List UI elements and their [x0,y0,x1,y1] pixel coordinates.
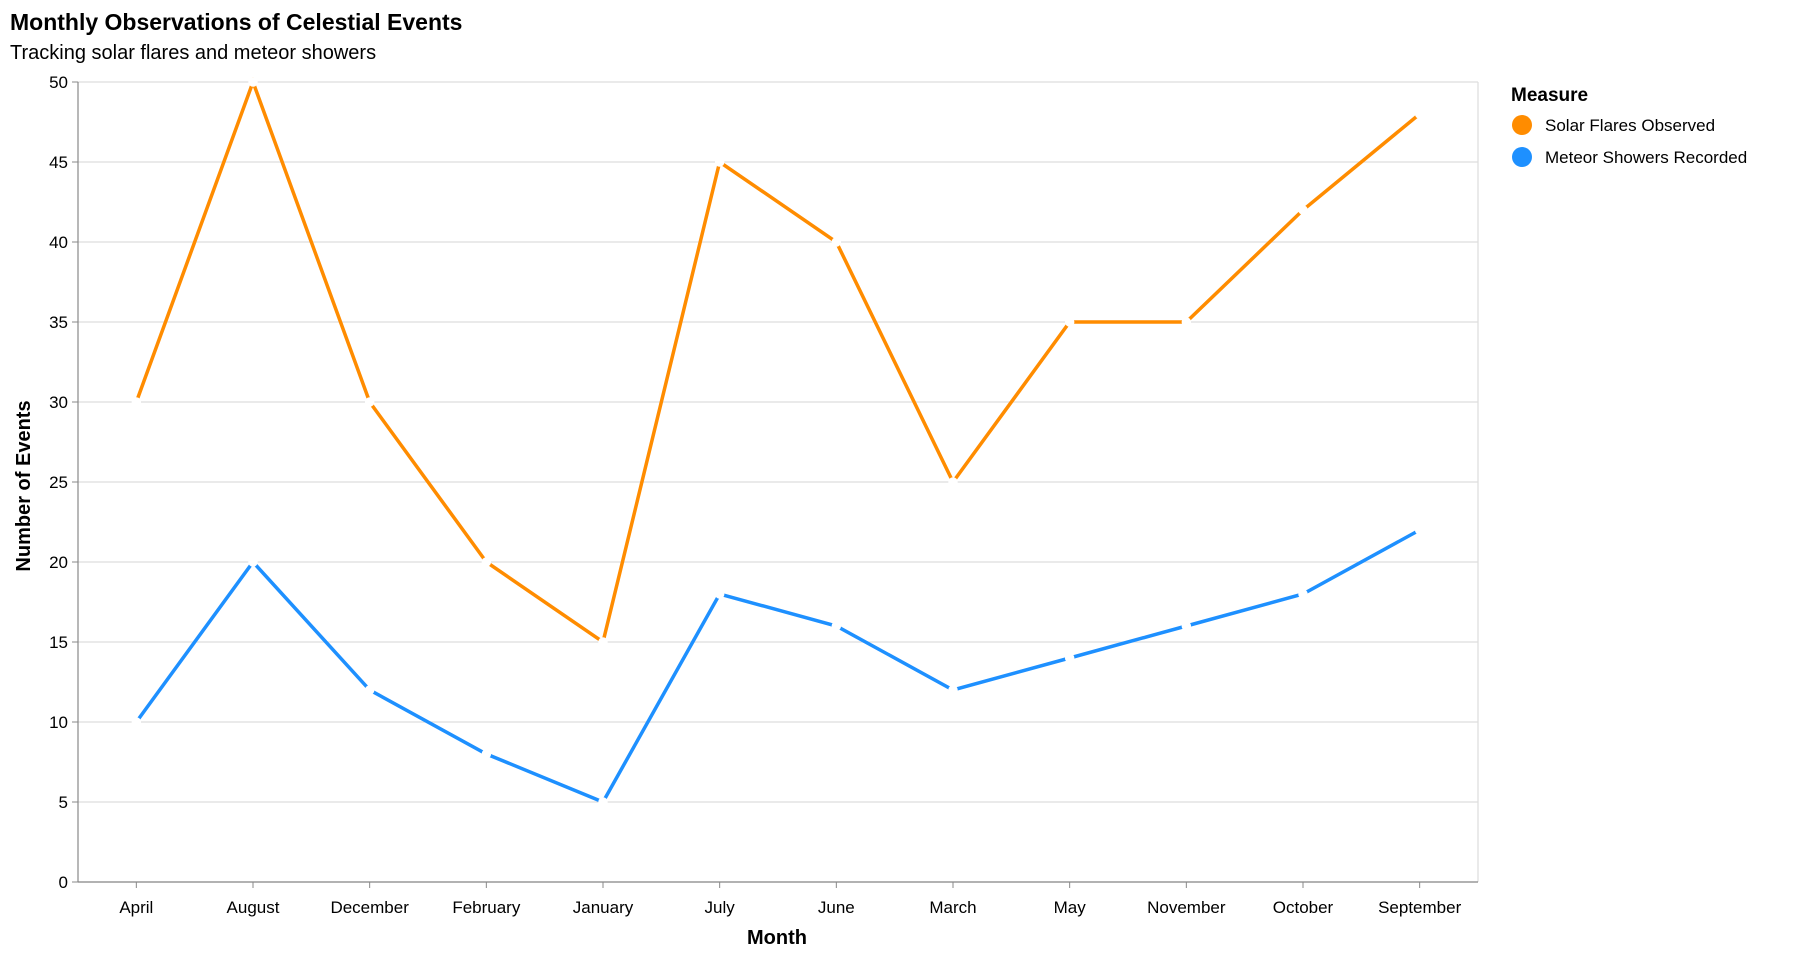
data-point-meteor-showers-recorded[interactable] [364,685,375,695]
data-point-meteor-showers-recorded[interactable] [831,621,842,631]
data-point-meteor-showers-recorded[interactable] [714,589,725,599]
x-tick-label: February [452,898,521,917]
y-tick-label: 0 [59,873,68,892]
data-point-meteor-showers-recorded[interactable] [248,557,258,567]
data-point-solar-flares-observed[interactable] [714,157,725,167]
data-point-solar-flares-observed[interactable] [1181,317,1192,327]
data-point-solar-flares-observed[interactable] [1414,109,1425,119]
y-tick-label: 30 [49,393,68,412]
series-line-solar-flares-observed [134,76,1421,645]
legend-label-meteor-showers-recorded: Meteor Showers Recorded [1545,148,1747,167]
y-tick-label: 50 [49,73,68,92]
data-point-meteor-showers-recorded[interactable] [598,797,608,807]
y-tick-label: 25 [49,473,68,492]
axes: 0 5 10 15 20 25 30 35 40 45 50 April August December F… [49,73,1478,917]
data-point-solar-flares-observed[interactable] [481,557,492,567]
legend-swatch-solar-flares-observed [1512,115,1532,135]
y-tick-label: 20 [49,553,68,572]
x-tick-label: January [573,898,634,917]
series-line-meteor-showers-recorded [134,528,1421,805]
legend-swatch-meteor-showers-recorded [1512,147,1532,167]
legend-label-solar-flares-observed: Solar Flares Observed [1545,116,1715,135]
data-point-meteor-showers-recorded[interactable] [1064,653,1075,663]
x-tick-label: April [119,898,153,917]
legend-title: Measure [1511,85,1588,106]
data-point-solar-flares-observed[interactable] [1064,317,1075,327]
y-tick-label: 45 [49,153,68,172]
data-point-solar-flares-observed[interactable] [248,77,258,87]
legend-items: Solar Flares Observed Meteor Showers Reco… [1512,115,1747,167]
y-tick-label: 10 [49,713,68,732]
x-tick-label: July [705,898,736,917]
gridlines [78,81,1479,883]
x-tick-label: September [1378,898,1461,917]
data-point-solar-flares-observed[interactable] [131,397,142,407]
data-point-meteor-showers-recorded[interactable] [1298,589,1308,599]
data-point-meteor-showers-recorded[interactable] [481,749,492,759]
data-point-solar-flares-observed[interactable] [598,637,608,647]
x-tick-label: March [929,898,976,917]
legend: Measure Solar Flares Observed Meteor Show… [1511,85,1747,167]
chart-subtitle: Tracking solar flares and meteor showers [10,42,376,64]
chart-title: Monthly Observations of Celestial Events [10,9,462,35]
y-tick-label: 35 [49,313,68,332]
y-tick-label: 5 [59,793,68,812]
series-lines [134,76,1421,805]
x-tick-label: December [330,898,409,917]
y-tick-label: 15 [49,633,68,652]
data-point-solar-flares-observed[interactable] [364,397,375,407]
data-point-meteor-showers-recorded[interactable] [1414,525,1425,535]
y-tick-label: 40 [49,233,68,252]
series-points [131,77,1425,807]
data-point-solar-flares-observed[interactable] [831,237,842,247]
x-axis-title: Month [747,927,807,949]
x-tick-label: October [1273,898,1334,917]
x-tick-label: November [1147,898,1226,917]
x-tick-label: August [227,898,280,917]
data-point-meteor-showers-recorded[interactable] [1181,621,1192,631]
x-tick-label: May [1054,898,1087,917]
data-point-solar-flares-observed[interactable] [948,477,958,487]
data-point-meteor-showers-recorded[interactable] [948,685,958,695]
y-axis-title: Number of Events [13,400,35,571]
data-point-meteor-showers-recorded[interactable] [131,717,142,727]
data-point-solar-flares-observed[interactable] [1298,205,1308,215]
x-tick-label: June [818,898,855,917]
